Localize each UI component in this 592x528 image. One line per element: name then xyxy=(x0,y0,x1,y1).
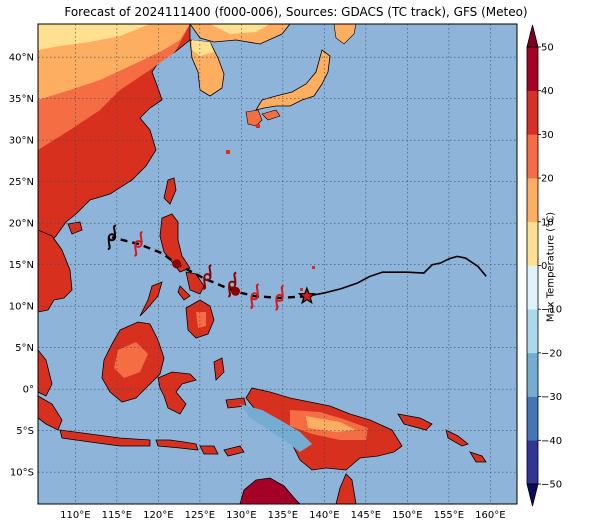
current-position-star-icon xyxy=(297,286,317,305)
colorbar-segment xyxy=(527,134,538,179)
lat-label: 15°N xyxy=(9,260,34,271)
colorbar-segment xyxy=(527,178,538,223)
lat-label: 40°N xyxy=(9,53,34,64)
lat-label: 35°N xyxy=(9,94,34,105)
storm-track xyxy=(107,224,487,311)
lat-label: 10°S xyxy=(10,468,34,479)
lat-label: 5°S xyxy=(16,426,34,437)
colorbar-segment xyxy=(527,440,538,485)
latitude-labels: 40°N 35°N 30°N 25°N 20°N 15°N 10°N 5°N 0° 5°S 10°S xyxy=(9,53,34,479)
colorbar-tick-label: 50 xyxy=(541,43,554,54)
colorbar-label: Max Temperature (°C) xyxy=(545,211,557,323)
lon-label: 150°E xyxy=(392,510,422,521)
lat-label: 20°N xyxy=(9,219,34,230)
lon-label: 145°E xyxy=(351,510,381,521)
colorbar-tick-label: 20 xyxy=(541,174,554,185)
cyclone-symbol-icon xyxy=(250,283,260,310)
lat-label: 0° xyxy=(23,385,34,396)
taiwan xyxy=(163,177,177,205)
australia xyxy=(239,477,301,504)
lon-label: 120°E xyxy=(143,510,173,521)
japan xyxy=(255,49,331,111)
cyclone-symbol-icon xyxy=(107,224,117,251)
colorbar: 50 40 30 20 10 0 −10 −20 −30 −40 −50 xyxy=(526,24,562,507)
map-title: Forecast of 2024111400 (f000-006), Sourc… xyxy=(64,5,528,19)
lon-label: 160°E xyxy=(475,510,505,521)
colorbar-segment xyxy=(527,309,538,354)
colorbar-tick-label: −10 xyxy=(541,305,562,316)
colorbar-tick-label: 0 xyxy=(541,261,547,272)
land-layer xyxy=(38,24,487,504)
cyclone-symbol-icon xyxy=(134,230,143,257)
colorbar-tick-label: −40 xyxy=(541,436,562,447)
lon-label: 140°E xyxy=(309,510,339,521)
colorbar-segment xyxy=(527,47,538,91)
lat-label: 30°N xyxy=(9,136,34,147)
colorbar-tick-label: −50 xyxy=(541,480,562,491)
colorbar-tick-label: 10 xyxy=(541,217,554,228)
lon-label: 115°E xyxy=(102,510,132,521)
indochina xyxy=(38,229,73,313)
cyclone-symbol-icon xyxy=(275,284,284,311)
colorbar-segment xyxy=(527,396,538,441)
colorbar-segment xyxy=(527,265,538,310)
colorbar-tick-label: −20 xyxy=(541,348,562,359)
cyclone-symbol-icon xyxy=(202,264,212,291)
forecast-track-line xyxy=(111,236,307,300)
colorbar-extend-min xyxy=(526,483,539,507)
colorbar-extend-max xyxy=(526,24,539,48)
lon-label: 125°E xyxy=(185,510,215,521)
lat-label: 10°N xyxy=(9,302,34,313)
colorbar-tick-label: −30 xyxy=(541,392,562,403)
observed-track-line xyxy=(306,255,487,298)
lon-label: 110°E xyxy=(60,510,90,521)
longitude-labels: 110°E 115°E 120°E 125°E 130°E 135°E 140°E 145°E… xyxy=(60,510,505,521)
colorbar-tick-label: 40 xyxy=(541,86,554,97)
lat-label: 25°N xyxy=(9,177,34,188)
track-position-dot xyxy=(172,259,182,269)
map-frame xyxy=(37,23,518,505)
colorbar-tick-label: 30 xyxy=(541,130,554,141)
philippines-luzon xyxy=(159,213,191,273)
colorbar-segment xyxy=(527,352,538,397)
colorbar-segment xyxy=(527,221,538,266)
graticule xyxy=(38,24,517,504)
cyclone-symbol-icon xyxy=(227,271,237,298)
colorbar-segment xyxy=(527,90,538,135)
lat-label: 5°N xyxy=(15,343,34,354)
sulawesi xyxy=(157,371,197,415)
lon-label: 130°E xyxy=(226,510,256,521)
track-position-dot xyxy=(231,286,241,296)
lon-label: 135°E xyxy=(268,510,298,521)
lon-label: 155°E xyxy=(434,510,464,521)
